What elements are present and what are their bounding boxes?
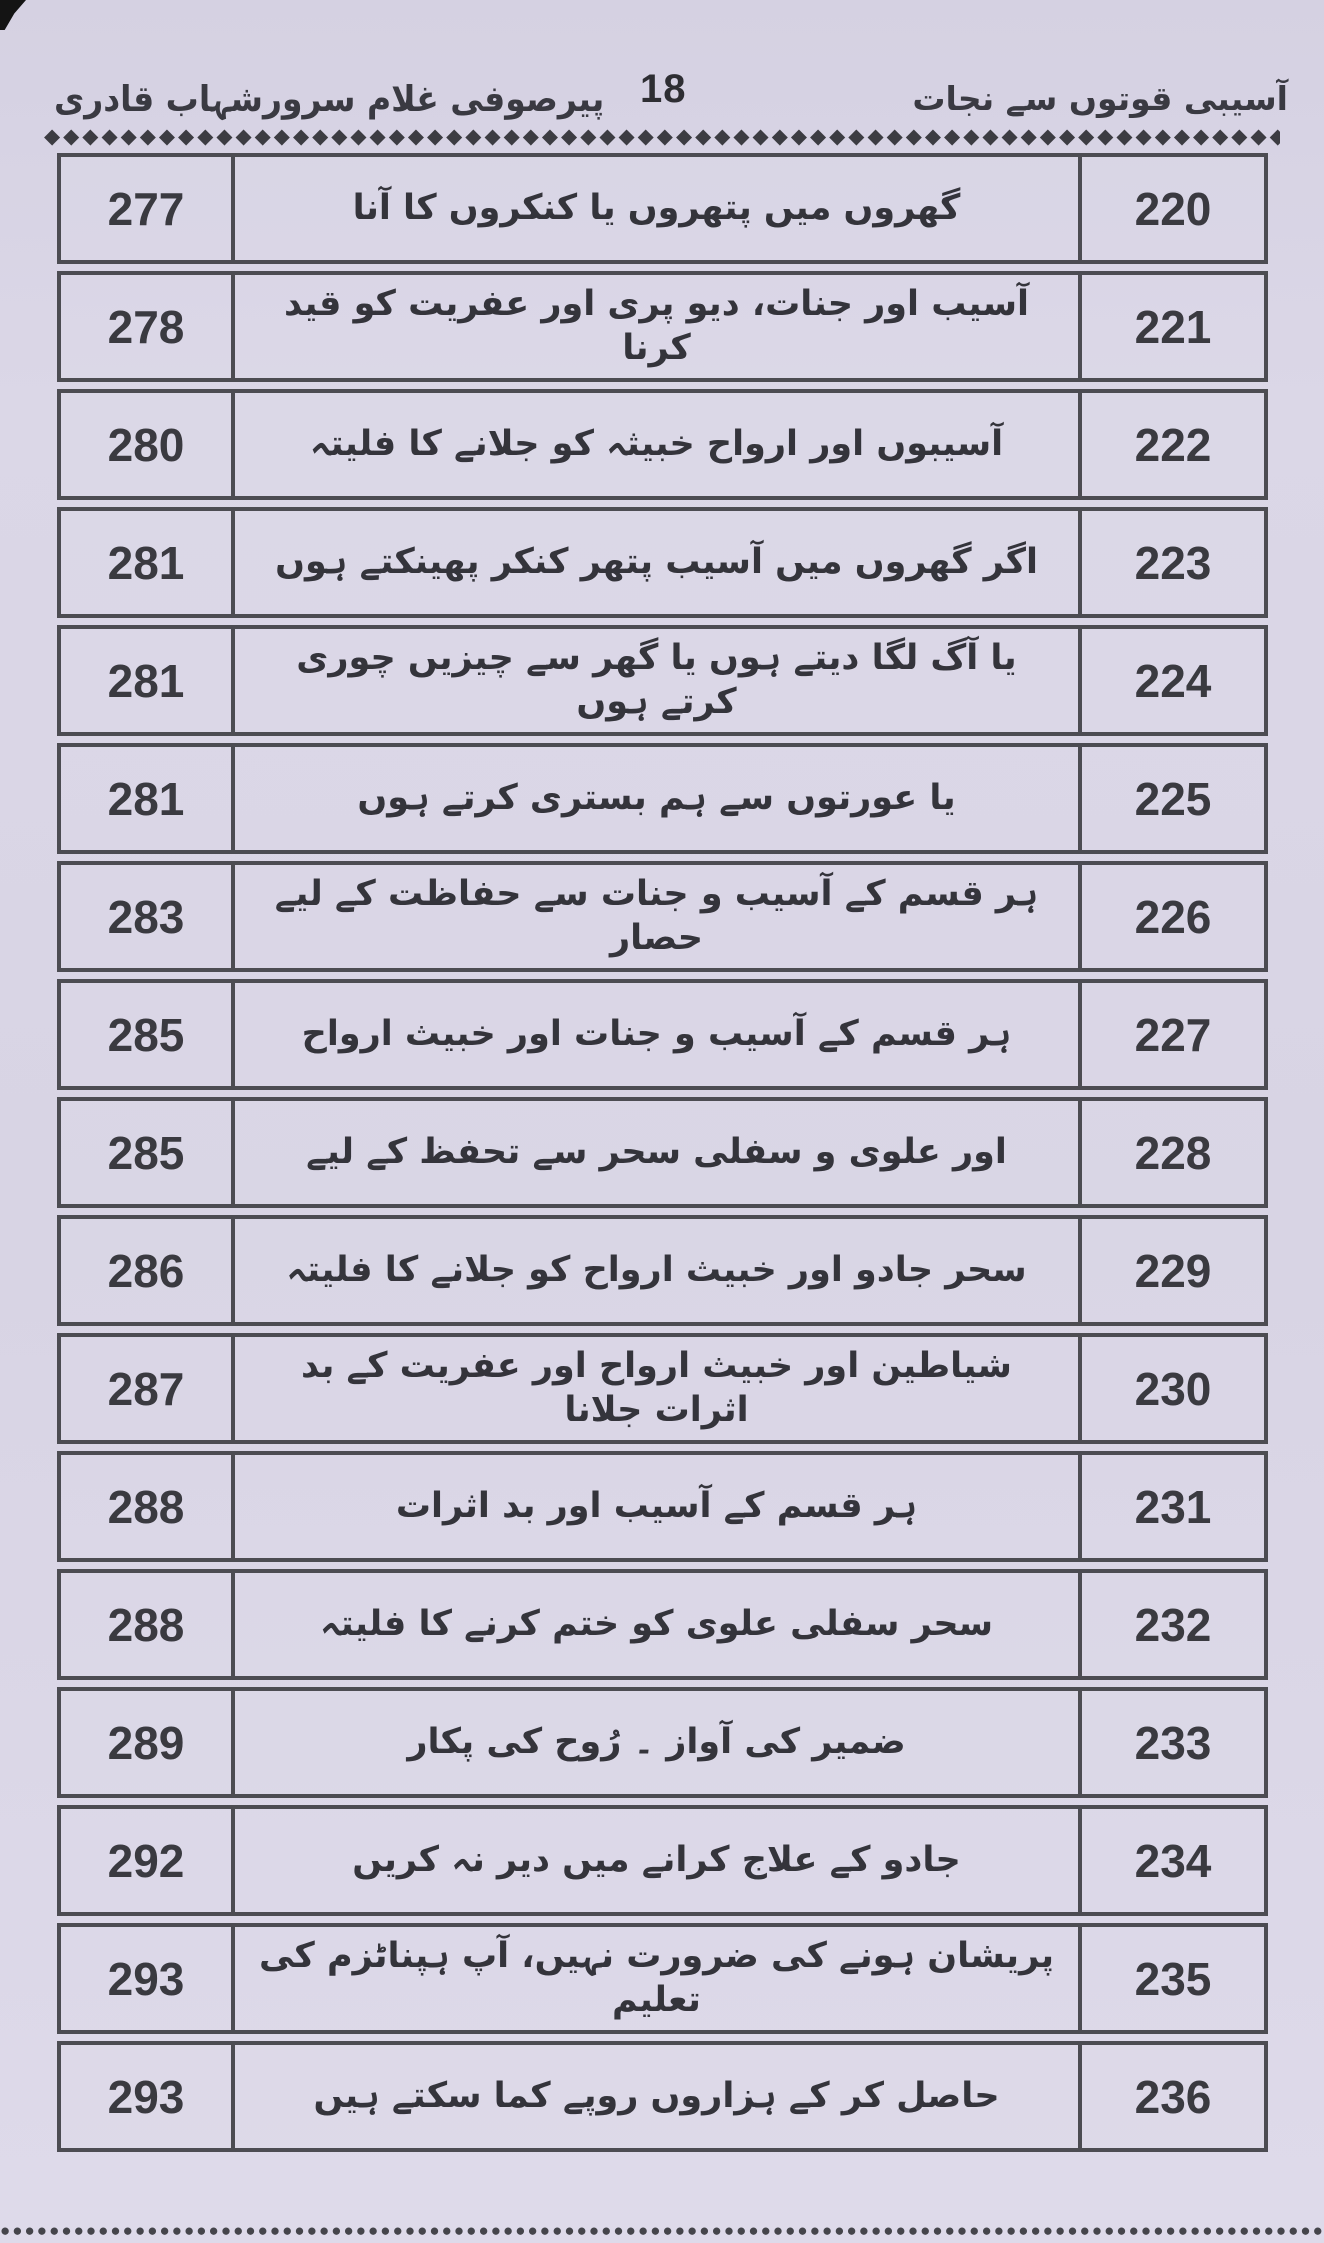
table-row: 286 سحر جادو اور خبیث ارواح کو جلانے کا … (57, 1215, 1268, 1326)
chapter-title-cell: حاصل کر کے ہزاروں روپے کما سکتے ہیں (313, 2075, 1000, 2116)
page-number-cell: 285 (61, 1101, 235, 1204)
serial-number-cell: 236 (1078, 2045, 1264, 2148)
serial-number-cell: 232 (1078, 1573, 1264, 1676)
serial-number-cell: 220 (1078, 157, 1264, 260)
toc-table: 277 گھروں میں پتھروں یا کنکروں کا آنا 22… (57, 153, 1268, 2152)
page-number-cell: 292 (61, 1809, 235, 1912)
table-row: 288 سحر سفلی علوی کو ختم کرنے کا فلیتہ 2… (57, 1569, 1268, 1680)
page-number-cell: 277 (61, 157, 235, 260)
serial-number-cell: 222 (1078, 393, 1264, 496)
page-number-cell: 288 (61, 1573, 235, 1676)
table-row: 277 گھروں میں پتھروں یا کنکروں کا آنا 22… (57, 153, 1268, 264)
scan-artifact (0, 0, 26, 30)
serial-number-cell: 225 (1078, 747, 1264, 850)
page-number-cell: 293 (61, 2045, 235, 2148)
page-number-cell: 289 (61, 1691, 235, 1794)
table-row: 281 اگر گھروں میں آسیب پتھر کنکر پھینکتے… (57, 507, 1268, 618)
table-row: 285 اور علوی و سفلی سحر سے تحفظ کے لیے 2… (57, 1097, 1268, 1208)
table-row: 280 آسیبوں اور ارواح خبیثہ کو جلانے کا ف… (57, 389, 1268, 500)
serial-number-cell: 230 (1078, 1337, 1264, 1440)
page-number-cell: 293 (61, 1927, 235, 2030)
chapter-title-cell: ہر قسم کے آسیب و جنات اور خبیث ارواح (301, 1013, 1012, 1054)
table-row: 278 آسیب اور جنات، دیو پری اور عفریت کو … (57, 271, 1268, 382)
table-row: 288 ہر قسم کے آسیب اور بد اثرات 231 (57, 1451, 1268, 1562)
page-number: 18 (640, 67, 687, 111)
serial-number-cell: 231 (1078, 1455, 1264, 1558)
serial-number-cell: 224 (1078, 629, 1264, 732)
serial-number-cell: 223 (1078, 511, 1264, 614)
chapter-title-cell: پریشان ہونے کی ضرورت نہیں، آپ ہپناٹزم کی… (259, 1935, 1054, 2020)
serial-number-cell: 227 (1078, 983, 1264, 1086)
page-number-cell: 285 (61, 983, 235, 1086)
page-number-cell: 286 (61, 1219, 235, 1322)
page-header: پیرصوفی غلام سرورشہاب قادری 18 آسیبی قوت… (40, 38, 1294, 120)
beaded-divider-bottom-icon: ●●●●●●●●●●●●●●●●●●●●●●●●●●●●●●●●●●●●●●●●… (0, 2222, 1324, 2240)
page-number-cell: 288 (61, 1455, 235, 1558)
page-number-cell: 278 (61, 275, 235, 378)
page-number-cell: 283 (61, 865, 235, 968)
serial-number-cell: 229 (1078, 1219, 1264, 1322)
book-title: آسیبی قوتوں سے نجات (912, 79, 1288, 118)
chapter-title-cell: اور علوی و سفلی سحر سے تحفظ کے لیے (306, 1131, 1007, 1172)
serial-number-cell: 233 (1078, 1691, 1264, 1794)
table-row: 283 ہر قسم کے آسیب و جنات سے حفاظت کے لی… (57, 861, 1268, 972)
serial-number-cell: 221 (1078, 275, 1264, 378)
beaded-divider-top-icon: ◆◆◆◆◆◆◆◆◆◆◆◆◆◆◆◆◆◆◆◆◆◆◆◆◆◆◆◆◆◆◆◆◆◆◆◆◆◆◆◆… (44, 126, 1280, 148)
chapter-title-cell: گھروں میں پتھروں یا کنکروں کا آنا (352, 187, 961, 228)
table-row: 289 ضمیر کی آواز ۔ رُوح کی پکار 233 (57, 1687, 1268, 1798)
page-number-cell: 281 (61, 629, 235, 732)
page-number-cell: 280 (61, 393, 235, 496)
chapter-title-cell: شیاطین اور خبیث ارواح اور عفریت کے بد اث… (301, 1345, 1012, 1430)
chapter-title-cell: سحر جادو اور خبیث ارواح کو جلانے کا فلیت… (286, 1249, 1027, 1290)
table-row: 293 حاصل کر کے ہزاروں روپے کما سکتے ہیں … (57, 2041, 1268, 2152)
chapter-title-cell: اگر گھروں میں آسیب پتھر کنکر پھینکتے ہوں (275, 541, 1038, 582)
chapter-title-cell: یا آگ لگا دیتے ہوں یا گھر سے چیزیں چوری … (296, 637, 1017, 722)
page-number-cell: 287 (61, 1337, 235, 1440)
table-row: 287 شیاطین اور خبیث ارواح اور عفریت کے ب… (57, 1333, 1268, 1444)
page-number-cell: 281 (61, 511, 235, 614)
table-row: 281 یا آگ لگا دیتے ہوں یا گھر سے چیزیں چ… (57, 625, 1268, 736)
serial-number-cell: 226 (1078, 865, 1264, 968)
table-row: 281 یا عورتوں سے ہم بستری کرتے ہوں 225 (57, 743, 1268, 854)
chapter-title-cell: ہر قسم کے آسیب اور بد اثرات (395, 1485, 918, 1526)
serial-number-cell: 235 (1078, 1927, 1264, 2030)
page-number-cell: 281 (61, 747, 235, 850)
table-row: 285 ہر قسم کے آسیب و جنات اور خبیث ارواح… (57, 979, 1268, 1090)
chapter-title-cell: جادو کے علاج کرانے میں دیر نہ کریں (352, 1839, 961, 1880)
chapter-title-cell: سحر سفلی علوی کو ختم کرنے کا فلیتہ (319, 1603, 994, 1644)
table-row: 293 پریشان ہونے کی ضرورت نہیں، آپ ہپناٹز… (57, 1923, 1268, 2034)
table-row: 292 جادو کے علاج کرانے میں دیر نہ کریں 2… (57, 1805, 1268, 1916)
serial-number-cell: 234 (1078, 1809, 1264, 1912)
chapter-title-cell: ہر قسم کے آسیب و جنات سے حفاظت کے لیے حص… (274, 873, 1039, 958)
author-name: پیرصوفی غلام سرورشہاب قادری (54, 77, 605, 120)
chapter-title-cell: یا عورتوں سے ہم بستری کرتے ہوں (357, 777, 956, 818)
serial-number-cell: 228 (1078, 1101, 1264, 1204)
chapter-title-cell: آسیب اور جنات، دیو پری اور عفریت کو قید … (284, 283, 1029, 368)
chapter-title-cell: ضمیر کی آواز ۔ رُوح کی پکار (407, 1721, 906, 1762)
chapter-title-cell: آسیبوں اور ارواح خبیثہ کو جلانے کا فلیتہ (309, 423, 1004, 464)
